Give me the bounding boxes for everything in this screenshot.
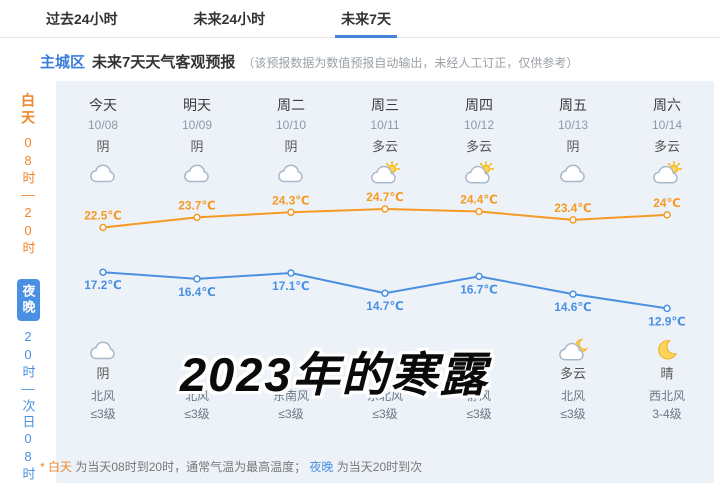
- day-weather-text: 多云: [371, 139, 398, 154]
- day-date: 10/09: [181, 118, 213, 132]
- wind-level: ≤3级: [90, 407, 116, 421]
- footnote-text-2: 为当天20时到次: [336, 460, 423, 474]
- day-weather-icon: [244, 159, 338, 187]
- forecast-column-fri: 周五 10/13 阴 多云 北风 ≤3级: [526, 81, 620, 422]
- svg-text:14.6℃: 14.6℃: [554, 300, 592, 314]
- day-weather-icon: [620, 159, 714, 187]
- day-name: 周六: [653, 97, 681, 113]
- wind-direction: 静风: [466, 389, 491, 403]
- day-weather-text: 多云: [653, 139, 680, 154]
- day-date: 10/10: [275, 118, 307, 132]
- svg-text:23.7℃: 23.7℃: [178, 198, 216, 212]
- wind-level: 3-4级: [652, 407, 682, 421]
- day-name: 周四: [465, 97, 493, 113]
- forecast-column-thu: 周四 10/12 多云 静风 ≤3级: [432, 81, 526, 422]
- day-name: 周五: [559, 97, 587, 113]
- day-weather-icon: [338, 159, 432, 187]
- wind-level: ≤3级: [466, 407, 492, 421]
- footnote-asterisk: *: [40, 460, 45, 474]
- forecast-content: 白天 08时—20时 夜晚 20时—次日08时 22.5℃ 23.7℃ 24.3℃ 2…: [0, 81, 720, 483]
- night-weather-icon: [526, 337, 620, 363]
- footnote: * 白天 为当天08时到20时，通常气温为最高温度； 夜晚 为当天20时到次: [40, 458, 422, 475]
- footnote-night-term: 夜晚: [309, 460, 334, 474]
- temperature-chart-svg: 22.5℃ 23.7℃ 24.3℃ 24.7℃ 24.4℃ 23.4℃ 24℃ 17.2℃ 16…: [84, 190, 686, 328]
- svg-text:17.1℃: 17.1℃: [272, 279, 310, 293]
- tab-past-24h[interactable]: 过去24小时: [46, 10, 118, 27]
- watermark-text: 2023年的寒露: [180, 348, 489, 401]
- tab-next-24h[interactable]: 未来24小时: [193, 10, 266, 27]
- svg-text:23.4℃: 23.4℃: [554, 201, 592, 215]
- day-weather-icon: [56, 159, 150, 187]
- day-name: 周三: [371, 97, 399, 113]
- night-weather-icon: [620, 337, 714, 363]
- day-name: 今天: [89, 97, 117, 113]
- night-label: 夜晚: [16, 279, 40, 321]
- tab-next-7days[interactable]: 未来7天: [335, 0, 397, 38]
- day-weather-text: 阴: [190, 139, 204, 154]
- day-weather-icon: [526, 159, 620, 187]
- page-title: 未来7天天气客观预报: [92, 54, 236, 71]
- footnote-text-1: 为当天08时到20时，通常气温为最高温度；: [75, 460, 307, 474]
- night-weather-icon: [56, 337, 150, 363]
- svg-text:17.2℃: 17.2℃: [84, 278, 122, 292]
- svg-text:24℃: 24℃: [653, 196, 681, 210]
- disclaimer-note: （该预报数据为数值预报自动输出，未经人工订正，仅供参考）: [242, 56, 579, 70]
- forecast-header: 主城区 未来7天天气客观预报 （该预报数据为数值预报自动输出，未经人工订正，仅供…: [0, 38, 720, 81]
- forecast-column-wed: 周三 10/11 多云 东北风 ≤3级: [338, 81, 432, 422]
- wind-direction: 北风: [184, 389, 209, 403]
- day-date: 10/11: [370, 118, 400, 132]
- day-weather-text: 阴: [96, 139, 110, 154]
- day-date: 10/12: [463, 118, 495, 132]
- day-name: 明天: [183, 97, 211, 113]
- day-weather-icon: [432, 159, 526, 187]
- svg-text:24.4℃: 24.4℃: [460, 192, 498, 206]
- day-weather-text: 多云: [465, 139, 492, 154]
- day-date: 10/14: [651, 118, 683, 132]
- day-date: 10/08: [87, 118, 119, 132]
- svg-text:16.4℃: 16.4℃: [178, 285, 216, 299]
- night-range-label: 20时—次日08时: [20, 329, 36, 483]
- night-weather-text: 阴: [96, 366, 110, 381]
- wind-direction: 东北风: [366, 389, 403, 403]
- svg-text:24.7℃: 24.7℃: [366, 190, 404, 204]
- night-weather-text: 晴: [660, 366, 674, 381]
- wind-direction: 北风: [560, 389, 585, 403]
- forecast-column-sat: 周六 10/14 多云 晴 西北风 3-4级: [620, 81, 714, 422]
- daytime-label: 白天: [20, 93, 36, 127]
- time-sidebar: 白天 08时—20时 夜晚 20时—次日08时: [0, 81, 56, 483]
- forecast-column-today: 今天 10/08 阴 阴 北风 ≤3级: [56, 81, 150, 422]
- forecast-column-tue: 周二 10/10 阴 东南风 ≤3级: [244, 81, 338, 422]
- tab-bar: 过去24小时 未来24小时 未来7天: [0, 0, 720, 38]
- wind-direction: 东南风: [272, 389, 309, 403]
- svg-text:24.3℃: 24.3℃: [272, 193, 310, 207]
- daytime-range-label: 08时—20时: [20, 135, 36, 257]
- svg-text:12.9℃: 12.9℃: [648, 314, 686, 328]
- wind-direction: 西北风: [648, 389, 685, 403]
- day-weather-icon: [150, 159, 244, 187]
- temperature-chart: 22.5℃ 23.7℃ 24.3℃ 24.7℃ 24.4℃ 23.4℃ 24℃ 17.2℃ 16…: [56, 186, 714, 336]
- forecast-column-tomorrow: 明天 10/09 阴 北风 ≤3级: [150, 81, 244, 422]
- night-weather-text: 多云: [559, 366, 586, 381]
- region-label: 主城区: [40, 54, 86, 71]
- footnote-day-term: 白天: [48, 460, 73, 474]
- wind-level: ≤3级: [372, 407, 398, 421]
- svg-text:16.7℃: 16.7℃: [460, 282, 498, 296]
- wind-level: ≤3级: [184, 407, 210, 421]
- day-weather-text: 阴: [566, 139, 580, 154]
- wind-direction: 北风: [90, 389, 115, 403]
- day-weather-text: 阴: [284, 139, 298, 154]
- wind-level: ≤3级: [560, 407, 586, 421]
- day-name: 周二: [277, 97, 305, 113]
- wind-level: ≤3级: [278, 407, 304, 421]
- forecast-grid: 今天 10/08 阴 阴 北风 ≤3级 明天 10/09 阴: [56, 81, 714, 422]
- svg-text:22.5℃: 22.5℃: [84, 208, 122, 222]
- day-date: 10/13: [557, 118, 589, 132]
- svg-text:14.7℃: 14.7℃: [366, 299, 404, 313]
- forecast-table: 22.5℃ 23.7℃ 24.3℃ 24.7℃ 24.4℃ 23.4℃ 24℃ 17.2℃ 16…: [56, 81, 714, 483]
